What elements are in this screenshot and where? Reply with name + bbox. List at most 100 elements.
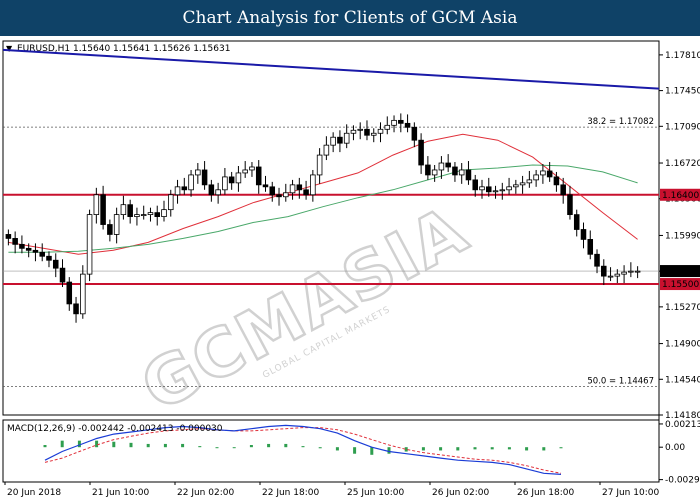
candle-body xyxy=(316,154,323,176)
candle-body xyxy=(506,186,512,191)
candle-body xyxy=(140,214,147,217)
y-tick-label: 1.17810 xyxy=(665,51,700,61)
macd-histogram-bar xyxy=(129,442,133,448)
candle-body xyxy=(452,166,458,176)
macd-label: MACD(12,26,9) -0.002442 -0.002413 -0.000… xyxy=(7,424,223,434)
watermark-logo: GCMASIA GLOBAL CAPITAL MARKETS xyxy=(128,190,481,428)
candle-body xyxy=(343,132,350,144)
candle-body xyxy=(614,273,621,277)
candle-body xyxy=(107,224,113,235)
macd-histogram-bar xyxy=(215,447,219,449)
candle-body xyxy=(276,194,282,198)
ma-fast-line xyxy=(8,133,638,255)
candle-body xyxy=(438,162,445,171)
macd-histogram-bar xyxy=(249,445,253,448)
banner-title: Chart Analysis for Clients of GCM Asia xyxy=(0,0,700,36)
candle-body xyxy=(269,186,276,196)
macd-histogram-bar xyxy=(181,443,185,448)
candle-body xyxy=(73,303,79,315)
y-tick-label: 1.16720 xyxy=(665,159,700,169)
candle-body xyxy=(188,174,194,191)
y-tick-label: 1.14900 xyxy=(665,340,700,350)
candle-body xyxy=(5,234,12,239)
candle-body xyxy=(553,176,560,186)
candle-body xyxy=(526,179,533,184)
candle-body xyxy=(93,194,100,216)
main-plot-frame xyxy=(2,40,660,416)
candle-body xyxy=(634,270,641,273)
candle-body xyxy=(573,214,580,230)
candle-body xyxy=(384,124,391,130)
candle-body xyxy=(330,136,336,146)
candle-body xyxy=(472,179,479,191)
macd-histogram-bar xyxy=(232,447,236,449)
candle-body xyxy=(25,247,32,251)
candle-body xyxy=(621,271,627,275)
macd-histogram-bar xyxy=(404,447,408,452)
candle-body xyxy=(404,122,411,128)
candle-body xyxy=(161,209,167,217)
candle-body xyxy=(499,189,506,192)
candle-body xyxy=(32,249,39,253)
candle-body xyxy=(607,275,614,278)
candle-body xyxy=(492,190,499,193)
candle-body xyxy=(283,192,289,198)
sr-price-badge xyxy=(660,278,700,291)
sr-price-badge-label: 1.15500 xyxy=(662,280,699,290)
candle-body xyxy=(377,128,384,134)
macd-y-tick-label: 0.002137 xyxy=(665,420,700,430)
x-tick-label: 22 Jun 02:00 xyxy=(177,488,234,498)
candle-body xyxy=(59,267,66,283)
macd-histogram-bar xyxy=(95,440,99,448)
macd-signal-line xyxy=(44,427,562,474)
macd-histogram-bar xyxy=(490,447,494,450)
candle-body xyxy=(418,139,424,166)
candle-body xyxy=(533,174,539,181)
candle-body xyxy=(147,212,154,216)
macd-y-tick-label: -0.002981 xyxy=(665,476,700,486)
macd-histogram-bar xyxy=(542,447,546,451)
macd-histogram-bar xyxy=(163,443,167,448)
y-tick-label: 1.17090 xyxy=(665,122,700,132)
candle-body xyxy=(303,189,309,196)
dropdown-arrow-icon[interactable]: ▼ xyxy=(6,44,13,53)
macd-histogram-bar xyxy=(387,447,391,454)
y-tick-label: 1.17450 xyxy=(665,87,700,97)
y-tick-label: 1.15990 xyxy=(665,231,700,241)
x-tick-label: 21 Jun 10:00 xyxy=(92,488,149,498)
candle-body xyxy=(134,214,140,217)
candle-body xyxy=(479,186,485,191)
candle-body xyxy=(560,184,566,196)
candle-body xyxy=(628,270,634,273)
candle-body xyxy=(46,255,52,261)
symbol-ohlc-line: EURUSD,H1 1.15640 1.15641 1.15626 1.1563… xyxy=(17,44,230,54)
candle-body xyxy=(242,169,248,174)
candle-body xyxy=(445,162,451,168)
candle-body xyxy=(485,186,492,193)
x-tick-label: 26 Jun 18:00 xyxy=(517,488,574,498)
candle-body xyxy=(546,170,553,178)
candle-body xyxy=(458,169,465,176)
macd-histogram-bar xyxy=(473,447,477,450)
sr-price-badge-label: 1.16400 xyxy=(662,191,699,201)
macd-histogram-bar xyxy=(318,447,322,449)
candle-body xyxy=(587,239,594,255)
macd-histogram-bar xyxy=(301,446,305,448)
candle-body xyxy=(391,119,397,126)
candle-body xyxy=(249,166,255,171)
candle-body xyxy=(167,194,174,211)
candle-body xyxy=(174,186,181,196)
macd-histogram-bar xyxy=(77,440,81,448)
candle-body xyxy=(66,281,73,305)
macd-histogram-bar xyxy=(525,447,529,451)
x-tick-label: 22 Jun 18:00 xyxy=(262,488,319,498)
macd-histogram-bar xyxy=(456,447,460,451)
candle-body xyxy=(228,176,235,184)
candle-body xyxy=(296,184,303,191)
macd-y-tick-label: 0.00 xyxy=(665,443,685,453)
candle-body xyxy=(127,204,133,217)
y-tick-label: 1.14540 xyxy=(665,375,700,385)
candle-body xyxy=(411,126,418,141)
price-chart: GCMASIA GLOBAL CAPITAL MARKETS ▼ EURUSD,… xyxy=(2,40,700,498)
x-tick-label: 26 Jun 02:00 xyxy=(432,488,489,498)
